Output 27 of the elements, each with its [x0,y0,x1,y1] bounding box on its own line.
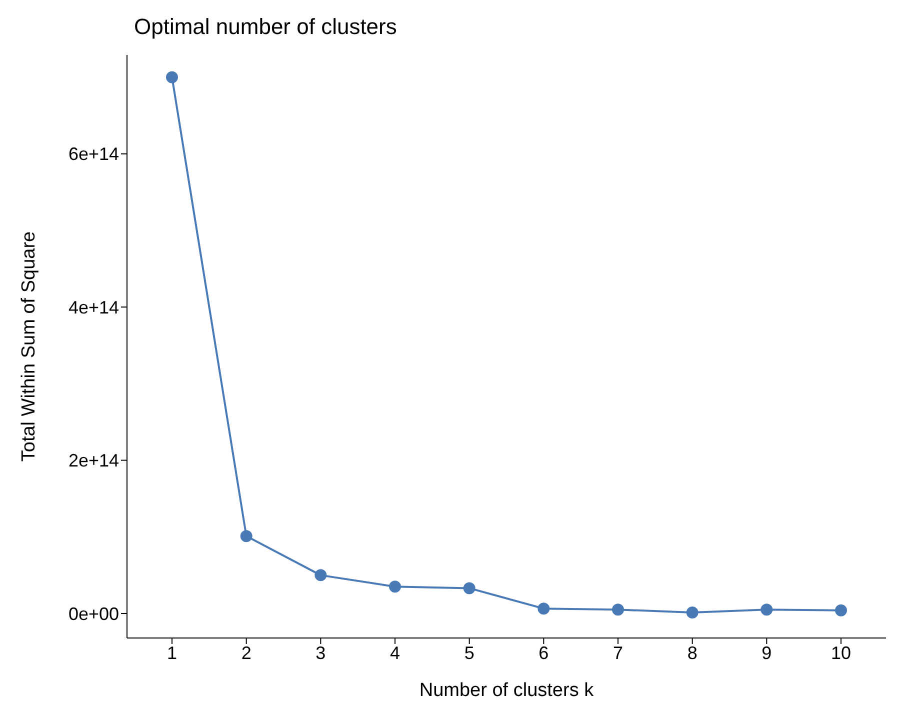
x-tick-label: 10 [830,642,852,663]
chart-title: Optimal number of clusters [134,14,397,40]
x-tick-label: 5 [464,642,474,663]
y-tick-label: 4e+14 [68,297,119,318]
point [538,602,550,615]
y-tick-label: 2e+14 [68,450,119,471]
y-tick-label: 6e+14 [68,144,119,164]
point [835,604,847,616]
point [389,580,401,593]
y-tick-label: 0e+00 [68,604,119,624]
point [760,604,773,616]
point [314,569,327,582]
point [166,71,178,84]
x-tick-label: 3 [316,642,326,663]
point [240,530,252,542]
y-axis-title: Total Within Sum of Square [18,231,40,462]
x-axis-title: Number of clusters k [419,680,594,701]
x-tick-label: 7 [612,642,624,663]
x-tick-label: 1 [166,642,178,663]
point [612,604,624,616]
x-tick-label: 6 [538,642,549,663]
x-tick-label: 4 [390,642,400,663]
x-tick-label: 8 [687,642,698,663]
x-tick-label: 9 [762,642,772,663]
x-tick-label: 2 [241,642,252,663]
point [686,606,698,618]
point [463,582,476,594]
